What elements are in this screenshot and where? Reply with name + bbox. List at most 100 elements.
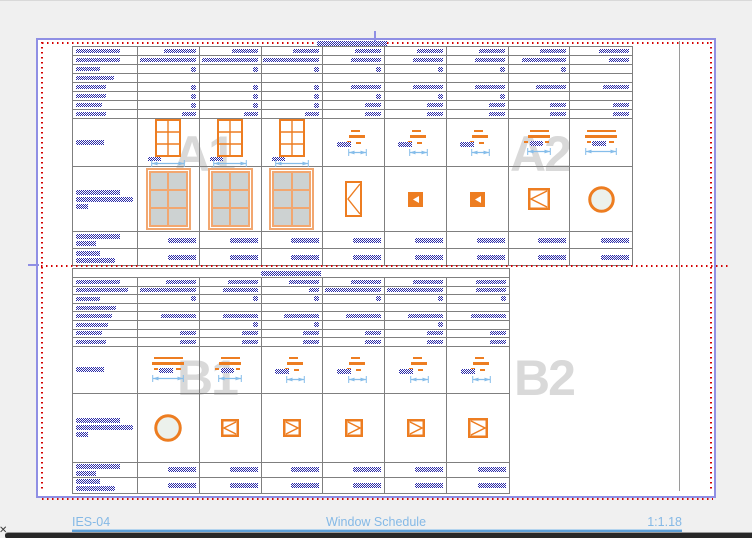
door-swing-symbol[interactable] [345,181,363,217]
plan-view-symbol[interactable] [398,129,432,157]
marker-square-icon[interactable] [344,418,363,437]
greeked-text [181,112,196,116]
schedule-cell [323,338,386,346]
schedule-cell [262,477,324,493]
window-schedule-table-b[interactable] [72,268,510,494]
greeked-text [314,296,320,302]
window-elevation-symbol[interactable] [210,119,250,167]
sheet-id-label: IES-04 [72,515,111,529]
page-break-dots [41,265,731,267]
plan-view-symbol[interactable] [584,129,618,156]
window-picture-symbol[interactable] [207,168,253,230]
schedule-cell [200,295,262,303]
margin-dots-left [41,42,43,492]
plan-view-symbol[interactable] [460,129,494,157]
window-elevation-symbol[interactable] [271,119,312,167]
marker-square-icon[interactable] [406,418,425,437]
window-picture-symbol[interactable] [269,168,315,230]
greeked-text [309,288,320,293]
greeked-text [426,331,443,336]
plan-view-symbol[interactable] [460,356,495,384]
plan-view-symbol[interactable] [151,356,185,383]
greeked-text [76,367,104,373]
marker-square-icon[interactable] [221,418,240,437]
window-picture-symbol[interactable] [145,168,191,230]
marker-square-icon[interactable] [527,188,550,210]
marker-square-icon[interactable] [469,191,485,207]
schedule-cell [138,249,200,265]
schedule-cell [447,463,509,477]
schedule-cell [447,101,509,109]
greeked-text [76,305,116,310]
greeked-text [351,279,382,284]
schedule-cell [509,83,571,91]
greeked-text [437,93,443,99]
schedule-cell [323,110,385,118]
greeked-text [426,339,443,344]
plan-view-symbol[interactable] [274,356,309,384]
schedule-cell [385,329,447,338]
schedule-cell [509,92,571,100]
schedule-cell [262,249,324,265]
schedule-cell [262,101,324,109]
greeked-text [76,103,102,107]
left-mid-tick [28,264,39,266]
window-schedule-table-a[interactable] [72,46,633,266]
schedule-cell [447,478,509,493]
schedule-cell [447,74,509,82]
scrollbar-handle-icon[interactable]: ✕ [0,525,7,536]
greeked-text [353,467,382,473]
schedule-row [73,278,509,287]
schedule-cell [138,320,200,329]
greeked-text [229,467,258,473]
schedule-cell [138,338,200,346]
schedule-row [73,110,632,119]
schedule-cell [138,295,200,303]
horizontal-scrollbar[interactable] [5,532,752,538]
schedule-cell [323,101,385,109]
schedule-cell [200,83,262,91]
schedule-cell [262,110,324,118]
schedule-cell [447,56,509,64]
greeked-text [163,49,196,53]
plan-view-symbol[interactable] [336,356,371,384]
schedule-cell [138,47,200,55]
schedule-cell [323,56,385,64]
schedule-row [73,393,509,463]
greeked-text [222,288,258,293]
schedule-cell [447,338,509,346]
plan-view-symbol[interactable] [523,129,554,156]
greeked-text [231,49,258,53]
greeked-text [437,66,443,72]
schedule-cell [73,477,138,493]
schedule-cell [262,83,324,91]
marker-circle-icon[interactable] [154,414,183,442]
dimension-line [347,148,367,156]
greeked-text [274,368,289,374]
marker-square-icon[interactable] [467,417,488,438]
schedule-cell [200,338,262,346]
schedule-cell [570,74,632,82]
greeked-text [76,58,120,62]
marker-circle-icon[interactable] [587,185,615,213]
schedule-cell [570,47,632,55]
greeked-text [365,103,381,107]
dimension-line [471,148,490,156]
schedule-cell [262,295,324,303]
greeked-text [437,296,443,302]
greeked-text [414,482,443,488]
schedule-cell [570,101,632,109]
plan-view-symbol[interactable] [215,356,245,383]
marker-square-icon[interactable] [282,418,301,437]
schedule-cell [262,47,324,55]
plan-view-symbol[interactable] [398,356,433,384]
schedule-row [73,47,632,56]
greeked-text [613,112,629,116]
plan-view-symbol[interactable] [336,129,371,157]
schedule-cell [447,287,509,295]
marker-square-icon[interactable] [407,191,423,207]
greeked-text [76,339,106,344]
window-elevation-symbol[interactable] [148,119,188,167]
schedule-cell [385,110,447,118]
